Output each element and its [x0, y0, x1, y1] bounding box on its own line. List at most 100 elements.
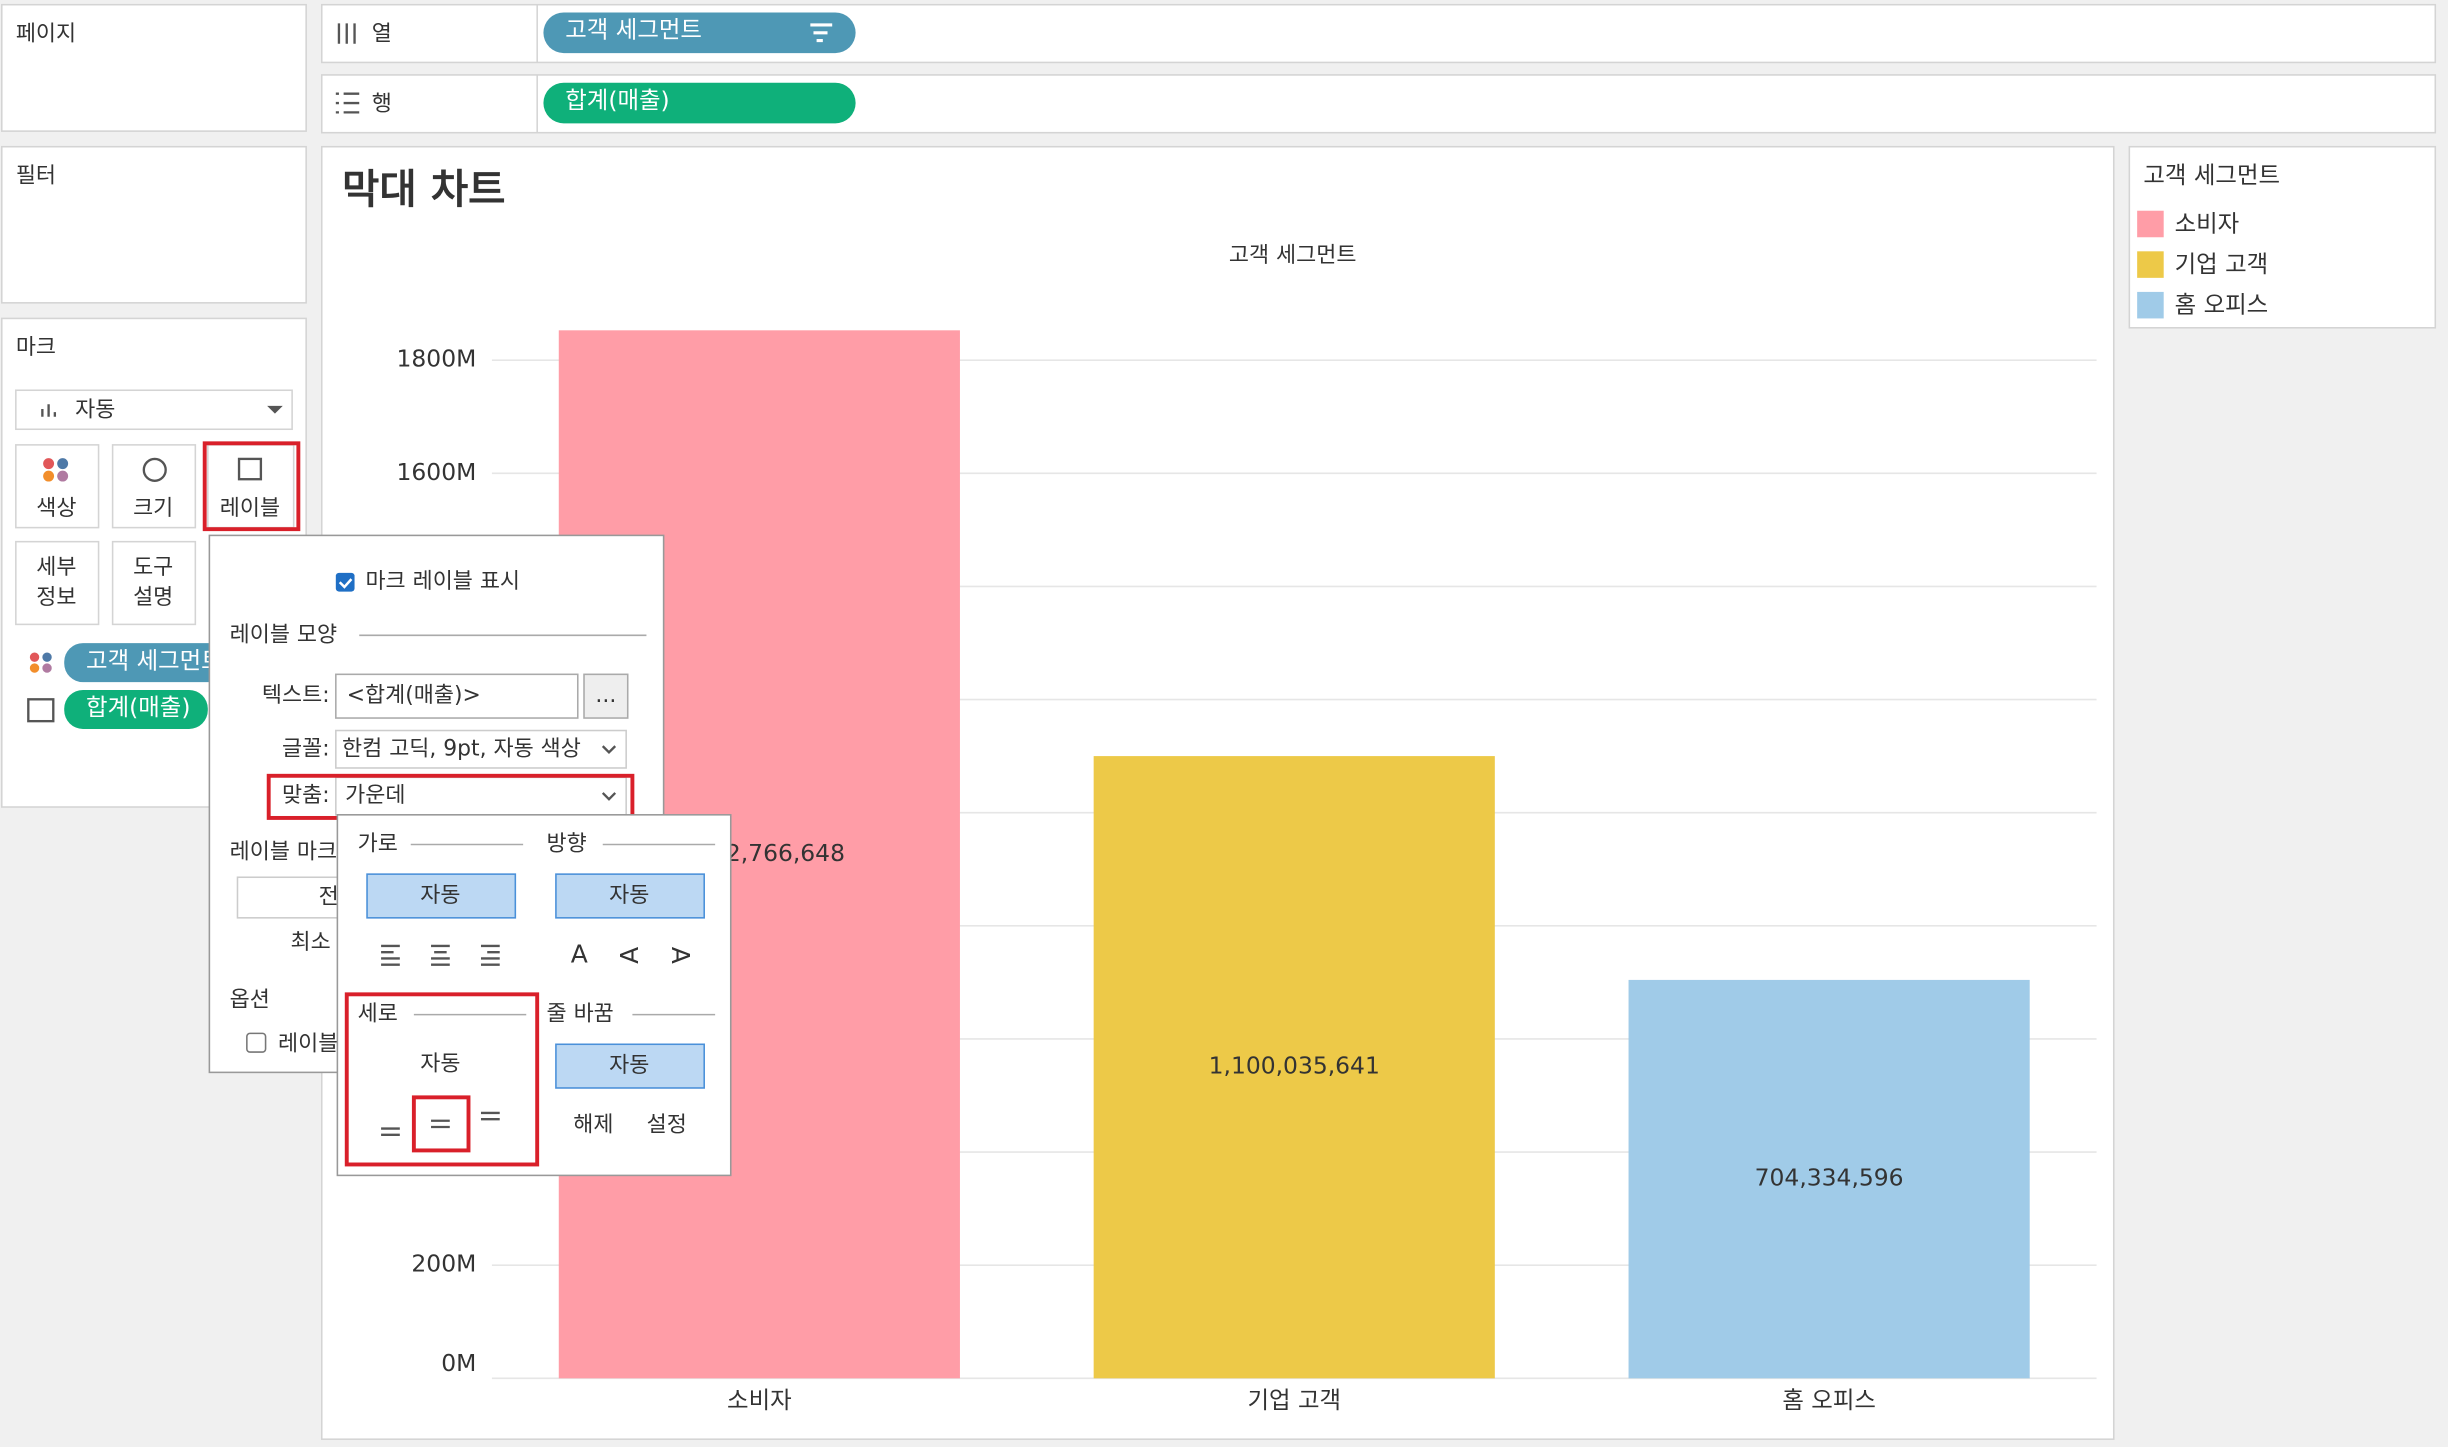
label-small-icon	[27, 698, 55, 723]
tooltip-button-label: 도구	[133, 555, 173, 580]
y-tick-label: 200M	[411, 1250, 476, 1278]
alignment-label: 맞춤:	[282, 783, 330, 808]
plot: 0M200M400M600M800M1000M1200M1400M1600M18…	[397, 330, 2097, 1414]
wrap-on[interactable]: 설정	[647, 1112, 687, 1137]
legend-swatch	[2137, 210, 2164, 238]
text-field-label: 텍스트:	[262, 683, 330, 708]
y-tick-label: 1600M	[397, 458, 477, 486]
highlight-vertical	[344, 992, 540, 1167]
x-tick-label: 소비자	[727, 1386, 792, 1414]
x-tick-label: 기업 고객	[1247, 1386, 1341, 1414]
wrap-auto-button[interactable]	[555, 1043, 705, 1089]
rows-pill[interactable]	[543, 82, 856, 124]
font-label: 글꼴:	[282, 736, 330, 761]
direction-down-icon[interactable]: A	[666, 947, 695, 964]
text-field-value: <합계(매출)>	[347, 683, 481, 708]
check-mark	[338, 578, 353, 589]
wrap-off[interactable]: 해제	[573, 1112, 613, 1137]
tooltip-button[interactable]	[111, 540, 197, 626]
label-button-label: 레이블	[220, 496, 280, 521]
color-small-icon	[29, 652, 52, 673]
horizontal-heading: 가로	[358, 831, 398, 856]
align-right-icon[interactable]	[480, 944, 500, 966]
direction-auto-label: 자동	[609, 883, 649, 908]
detail-button[interactable]	[15, 540, 100, 626]
align-center-icon[interactable]	[431, 944, 450, 966]
column-header: 고객 세그먼트	[1229, 243, 1357, 268]
font-value: 한컴 고딕, 9pt, 자동 색상	[342, 736, 581, 761]
minimum-label: 최소	[291, 930, 331, 955]
color-button-label: 색상	[36, 496, 76, 521]
vertical-auto-label[interactable]: 자동	[420, 1052, 460, 1077]
mark-type-dropdown[interactable]	[15, 389, 293, 431]
pages-label: 페이지	[16, 21, 76, 46]
marks-pill-segment[interactable]	[64, 643, 236, 683]
option-checkbox[interactable]	[246, 1032, 267, 1053]
text-field[interactable]	[335, 673, 579, 719]
legend-swatch	[2137, 291, 2164, 319]
rows-pill-text: 합계(매출)	[565, 86, 669, 114]
vertical-heading: 세로	[358, 1002, 398, 1027]
marks-to-label-option[interactable]	[236, 876, 348, 919]
show-labels-text: 마크 레이블 표시	[365, 569, 520, 594]
horizontal-auto-button[interactable]	[366, 873, 517, 919]
rows-icon	[335, 92, 360, 114]
marks-title: 마크	[16, 335, 56, 360]
alignment-value: 가운데	[345, 783, 405, 808]
marks-pill-sales[interactable]	[64, 689, 208, 729]
legend	[2128, 145, 2437, 329]
bar	[1093, 756, 1495, 1379]
tooltip-button-label: 설명	[133, 585, 173, 610]
detail-button-label: 세부	[36, 555, 76, 580]
marks-to-label-heading: 레이블 마크	[230, 839, 337, 864]
align-top-icon[interactable]	[480, 1111, 500, 1121]
x-tick-label: 홈 오피스	[1782, 1386, 1876, 1414]
align-left-icon[interactable]	[381, 944, 400, 966]
columns-label: 열	[372, 21, 392, 46]
marks-to-label-all: 전	[319, 885, 339, 910]
y-tick-label: 1800M	[397, 345, 477, 373]
dropdown-arrow	[601, 792, 617, 801]
pages-panel[interactable]	[0, 3, 307, 132]
text-edit-button-label: ...	[595, 683, 616, 708]
bar-icon	[41, 404, 57, 417]
legend-title: 고객 세그먼트	[2143, 161, 2280, 189]
legend-label: 기업 고객	[2175, 250, 2269, 278]
rows-label: 행	[372, 92, 392, 117]
wrap-heading: 줄 바꿈	[547, 1002, 614, 1027]
dropdown-arrow	[601, 745, 617, 755]
columns-pill[interactable]	[543, 12, 856, 54]
option-text: 레이블	[278, 1031, 338, 1056]
size-button-label: 크기	[133, 496, 173, 521]
show-labels-checkbox[interactable]	[335, 572, 355, 592]
highlight-label-button	[202, 441, 301, 532]
value-label: 1,100,035,641	[1209, 1052, 1380, 1080]
options-heading: 옵션	[230, 988, 270, 1013]
dropdown-arrow	[267, 405, 283, 414]
font-dropdown[interactable]	[335, 729, 627, 769]
legend-swatch	[2137, 251, 2164, 278]
legend-label: 소비자	[2175, 209, 2240, 237]
highlight-middle	[411, 1095, 471, 1153]
wrap-auto-label: 자동	[609, 1053, 649, 1078]
marks-pill-sales-text: 합계(매출)	[86, 693, 190, 721]
appearance-heading: 레이블 모양	[230, 622, 337, 647]
align-middle-icon[interactable]	[431, 1119, 450, 1129]
filters-label: 필터	[16, 163, 56, 188]
marks-pill-segment-text: 고객 세그먼트	[86, 646, 223, 674]
value-label: 704,334,596	[1755, 1164, 1904, 1192]
text-edit-button[interactable]	[583, 673, 629, 719]
columns-icon	[337, 23, 356, 44]
direction-normal-icon[interactable]: A	[571, 939, 588, 968]
label-icon	[237, 457, 263, 481]
filters-panel[interactable]	[0, 145, 307, 304]
direction-auto-button[interactable]	[555, 873, 705, 919]
align-bottom-icon[interactable]	[381, 1127, 400, 1136]
direction-up-icon[interactable]: A	[615, 947, 644, 964]
chart-title: 막대 차트	[342, 165, 505, 213]
bar	[1628, 979, 2030, 1379]
color-button[interactable]	[15, 444, 100, 529]
